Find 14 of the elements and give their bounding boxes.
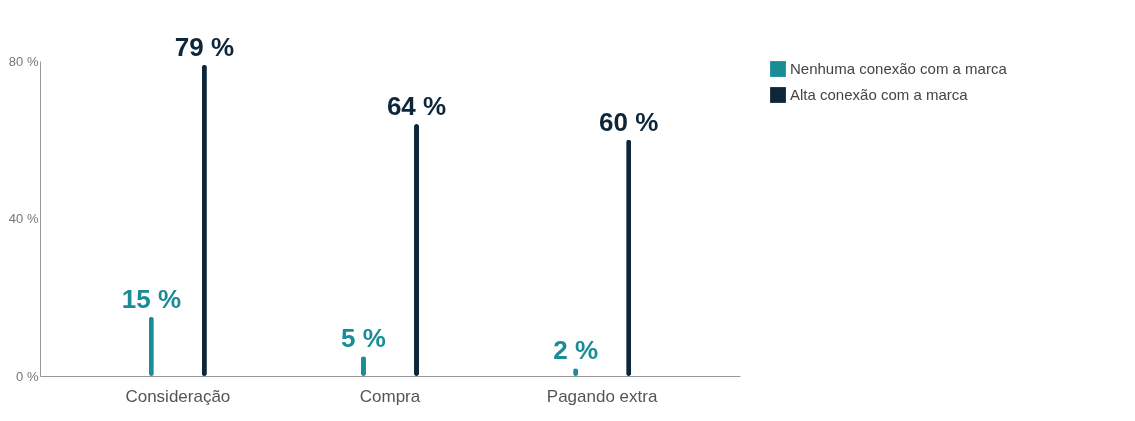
- data-label: 2 %: [553, 335, 599, 366]
- y-tick-label: 0 %: [16, 368, 39, 384]
- data-label: 15 %: [121, 283, 181, 314]
- data-label: 60 %: [599, 106, 659, 137]
- x-tick-label: Consideração: [125, 386, 231, 406]
- x-tick-label: Pagando extra: [546, 386, 658, 406]
- legend-label: Nenhuma conexão com a marca: [790, 60, 1008, 77]
- data-label: 79 %: [174, 31, 235, 62]
- y-tick-label: 40 %: [8, 211, 39, 226]
- y-tick-label: 80 %: [8, 53, 39, 69]
- data-label: 5 %: [341, 323, 386, 354]
- data-label: 64 %: [386, 91, 447, 121]
- legend-label: Alta conexão com a marca: [790, 86, 969, 103]
- x-tick-label: Compra: [359, 386, 421, 406]
